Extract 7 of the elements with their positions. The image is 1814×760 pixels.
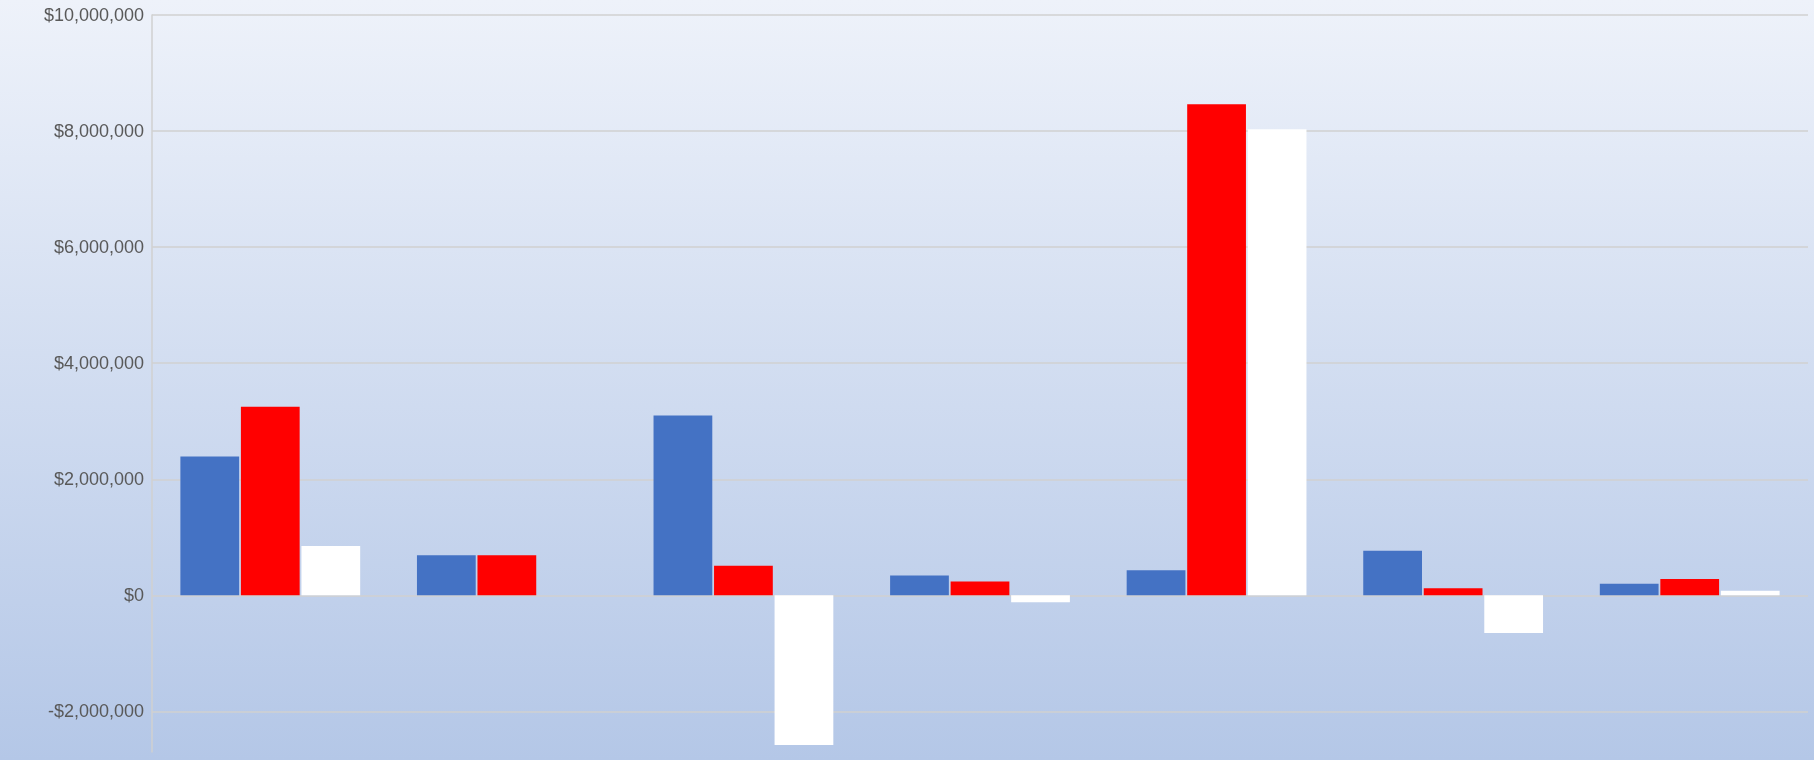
y-tick-label: $10,000,000 xyxy=(43,5,144,25)
y-tick-label: $8,000,000 xyxy=(53,121,144,142)
y-tick-label: $4,000,000 xyxy=(53,353,144,374)
y-tick-label: $2,000,000 xyxy=(53,469,144,490)
y-tick-label: $6,000,000 xyxy=(53,237,144,258)
y-tick-label: -$2,000,000 xyxy=(47,701,144,722)
y-tick-label: $0 xyxy=(123,585,144,606)
